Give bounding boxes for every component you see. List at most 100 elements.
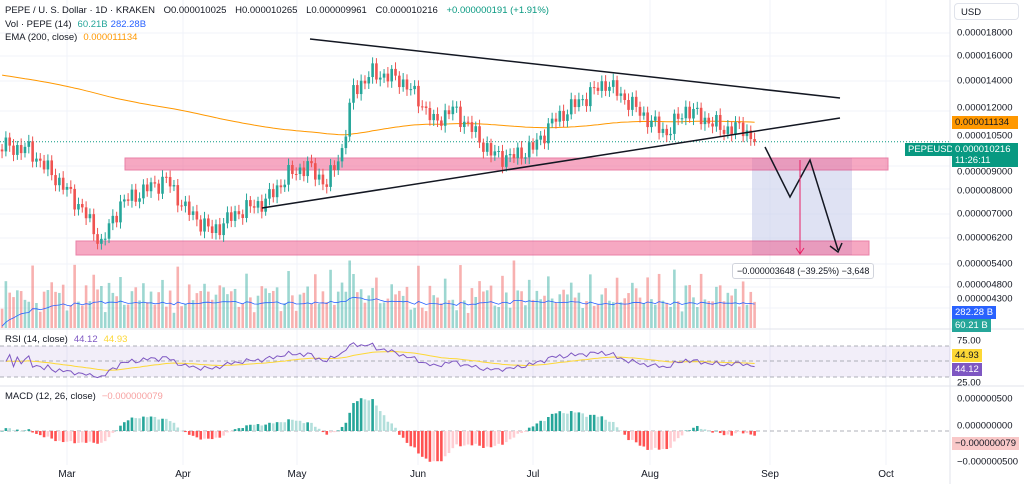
volume-bar: [642, 303, 646, 328]
price-tick: 0.000014000: [957, 75, 1013, 87]
rsi-line: [5, 342, 755, 379]
volume-bar: [77, 301, 80, 328]
volume-bar: [336, 291, 340, 328]
candle: [161, 176, 164, 194]
volume-bar: [562, 289, 565, 328]
macd-histogram-bar: [566, 413, 569, 431]
volume-bar: [493, 305, 497, 328]
macd-histogram-bar: [340, 426, 344, 431]
candle: [80, 204, 84, 208]
volume-bar: [27, 301, 31, 328]
price-tick: 0.000016000: [957, 50, 1013, 62]
candle: [187, 201, 191, 215]
volume-bar: [420, 307, 424, 328]
price-tick: 0.000009000: [957, 166, 1013, 178]
candle: [547, 123, 550, 144]
volume-bar: [673, 269, 676, 328]
volume-ma-tag: 282.28 B: [952, 306, 997, 319]
volume-bar: [249, 297, 252, 328]
volume-bar: [119, 277, 122, 328]
candle: [382, 73, 386, 78]
candle: [233, 211, 237, 221]
measure-label: −0.000003648 (−39.25%) −3,648: [732, 263, 875, 279]
volume-bar: [592, 305, 596, 328]
macd-histogram-bar: [680, 431, 684, 436]
macd-histogram-bar: [19, 430, 23, 432]
currency-button[interactable]: USD: [954, 3, 1019, 20]
price-tick: 0.000005400: [957, 258, 1013, 270]
volume-bar: [4, 281, 8, 328]
macd-histogram-bar: [298, 420, 302, 431]
macd-histogram-bar: [291, 419, 294, 431]
macd-histogram-bar: [715, 430, 718, 432]
candle: [283, 184, 287, 188]
volume-bar: [130, 291, 134, 328]
price-tick: 0.000007000: [957, 208, 1013, 220]
macd-histogram-bar: [550, 413, 554, 431]
candle: [749, 130, 753, 140]
candle: [16, 145, 19, 155]
candle: [268, 189, 271, 199]
candle: [386, 73, 390, 82]
macd-histogram-bar: [184, 431, 187, 433]
macd-histogram-bar: [207, 431, 210, 439]
candle: [405, 79, 409, 90]
macd-histogram-bar: [54, 431, 57, 442]
volume-bar: [440, 303, 443, 328]
volume-label: Vol · PEPE (14): [5, 19, 72, 30]
volume-bar: [550, 298, 554, 328]
candle: [604, 81, 607, 91]
volume-bar: [317, 303, 321, 328]
volume-bar: [153, 304, 157, 328]
candle: [524, 157, 527, 159]
volume-bar: [749, 291, 753, 328]
volume-bar: [294, 310, 298, 328]
candle: [738, 122, 741, 124]
volume-bar: [718, 285, 722, 328]
candle: [130, 189, 134, 201]
candle: [291, 165, 294, 174]
volume-bar: [218, 285, 222, 328]
macd-tag: −0.000000079: [952, 437, 1020, 450]
volume-bar: [520, 291, 523, 328]
volume-bar: [585, 301, 588, 328]
time-tick: Mar: [58, 469, 76, 480]
macd-histogram-bar: [333, 431, 336, 433]
macd-histogram-bar: [459, 431, 462, 447]
macd-histogram-bar: [485, 431, 489, 447]
candle: [592, 87, 596, 89]
macd-histogram-bar: [371, 399, 374, 431]
macd-histogram-bar: [210, 431, 214, 440]
candle: [455, 106, 458, 108]
candle: [417, 85, 420, 107]
rsi-legend: RSI (14, close) 44.12 44.93: [5, 334, 133, 345]
candle: [577, 99, 581, 108]
candle: [210, 226, 214, 234]
candle: [218, 224, 222, 236]
candle: [237, 211, 241, 215]
macd-histogram-bar: [634, 431, 638, 443]
candle: [539, 135, 542, 140]
candle: [38, 158, 42, 161]
macd-histogram-bar: [657, 431, 661, 450]
macd-histogram-bar: [470, 431, 474, 446]
macd-histogram-bar: [283, 422, 287, 431]
volume-bar: [611, 302, 615, 328]
volume-bar: [741, 281, 745, 328]
candle: [203, 218, 206, 232]
macd-histogram-bar: [665, 431, 669, 450]
candle: [96, 234, 99, 244]
volume-bar: [229, 291, 233, 328]
macd-histogram-bar: [699, 428, 703, 431]
volume-bar: [470, 288, 474, 328]
macd-histogram-bar: [440, 431, 443, 462]
candle: [180, 205, 183, 207]
volume-bar: [241, 303, 245, 328]
macd-histogram-bar: [61, 431, 65, 443]
volume-bar: [306, 286, 309, 328]
volume-bar: [187, 284, 191, 328]
volume-bar: [489, 285, 493, 328]
macd-histogram-bar: [711, 431, 714, 433]
time-tick: May: [287, 469, 307, 480]
